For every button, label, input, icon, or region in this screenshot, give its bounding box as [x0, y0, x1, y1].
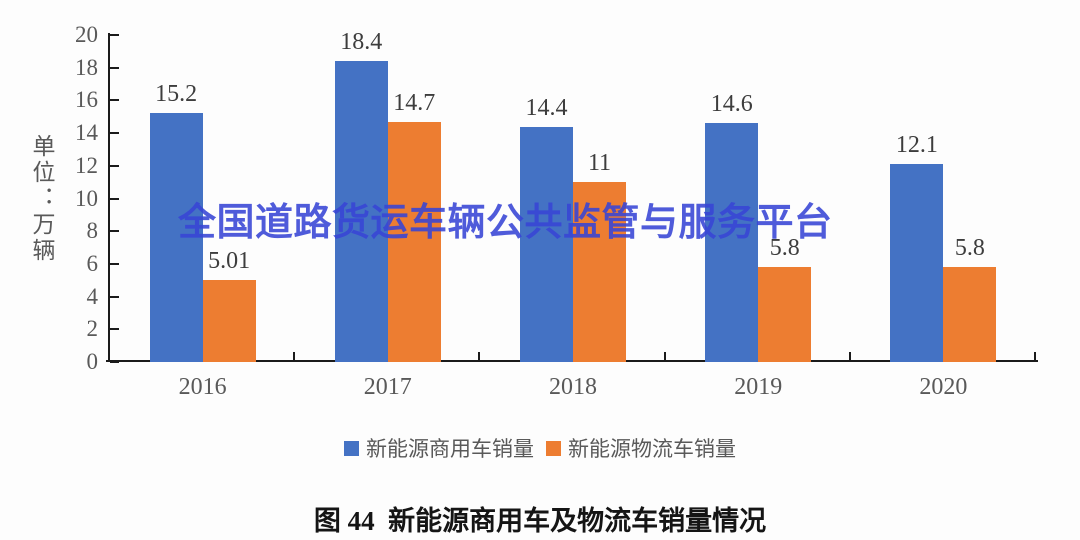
value-label: 14.4 [525, 94, 568, 121]
x-tick-label: 2016 [178, 374, 227, 400]
x-tick-mark [848, 352, 851, 362]
bar-新能源商用车销量-2020 [890, 164, 944, 362]
y-tick-mark [110, 328, 119, 331]
legend-label: 新能源商用车销量 [366, 437, 534, 461]
legend-item: 新能源商用车销量 [344, 433, 534, 463]
value-label: 18.4 [340, 29, 383, 56]
y-tick-label: 20 [75, 22, 98, 47]
y-tick-label: 8 [86, 218, 99, 244]
y-tick-label: 16 [75, 87, 98, 113]
x-tick-mark [1034, 352, 1036, 362]
bar-新能源物流车销量-2018 [573, 182, 626, 362]
bar-新能源物流车销量-2017 [387, 121, 441, 362]
x-tick-mark [663, 352, 666, 362]
x-tick-mark [293, 352, 296, 362]
x-tick-label: 2018 [549, 374, 597, 400]
x-tick-label: 2019 [734, 374, 783, 400]
legend-swatch-icon [344, 440, 359, 456]
watermark: 全国道路货运车辆公共监管与服务平台 [178, 202, 833, 244]
y-tick-label: 0 [86, 349, 99, 374]
bar-新能源物流车销量-2020 [943, 267, 997, 362]
y-tick-label: 2 [86, 316, 99, 342]
bar-新能源商用车销量-2016 [149, 113, 203, 362]
bar-新能源商用车销量-2019 [705, 123, 759, 362]
legend-item: 新能源物流车销量 [546, 433, 736, 463]
value-label: 5.01 [208, 248, 251, 275]
y-tick-mark [110, 361, 119, 363]
y-tick-mark [110, 197, 119, 200]
value-label: 12.1 [895, 132, 938, 159]
value-label: 11 [587, 150, 612, 177]
legend-label: 新能源物流车销量 [568, 437, 736, 461]
bar-新能源商用车销量-2017 [334, 61, 388, 362]
value-label: 14.7 [393, 89, 436, 116]
y-tick-label: 12 [75, 152, 98, 178]
y-tick-label: 18 [75, 54, 98, 80]
y-tick-label: 6 [86, 250, 99, 276]
x-tick-mark [478, 352, 481, 362]
y-tick-label: 10 [75, 185, 98, 211]
y-tick-mark [110, 99, 119, 102]
value-label: 15.2 [155, 81, 198, 108]
value-label: 5.8 [769, 235, 800, 262]
y-tick-mark [110, 262, 119, 265]
y-tick-mark [110, 132, 119, 135]
legend-swatch-icon [546, 440, 561, 456]
y-tick-mark [110, 66, 119, 69]
bar-新能源商用车销量-2018 [520, 126, 573, 362]
y-tick-label: 14 [75, 120, 98, 146]
value-label: 5.8 [954, 235, 985, 262]
y-axis-title: 单位：万辆 [29, 134, 54, 264]
value-label: 14.6 [710, 91, 753, 118]
figure-caption: 图 44 新能源商用车及物流车销量情况 [313, 506, 767, 536]
bar-新能源物流车销量-2016 [202, 280, 256, 362]
y-tick-label: 4 [86, 283, 99, 309]
y-tick-mark [110, 295, 119, 298]
y-tick-mark [110, 164, 119, 167]
x-tick-label: 2020 [919, 374, 968, 400]
bar-新能源物流车销量-2019 [758, 267, 812, 362]
legend: 新能源商用车销量 新能源物流车销量 [0, 433, 1080, 463]
x-tick-label: 2017 [363, 374, 412, 400]
y-tick-mark [110, 230, 119, 233]
y-tick-mark [110, 34, 119, 36]
y-axis-line [108, 33, 110, 362]
